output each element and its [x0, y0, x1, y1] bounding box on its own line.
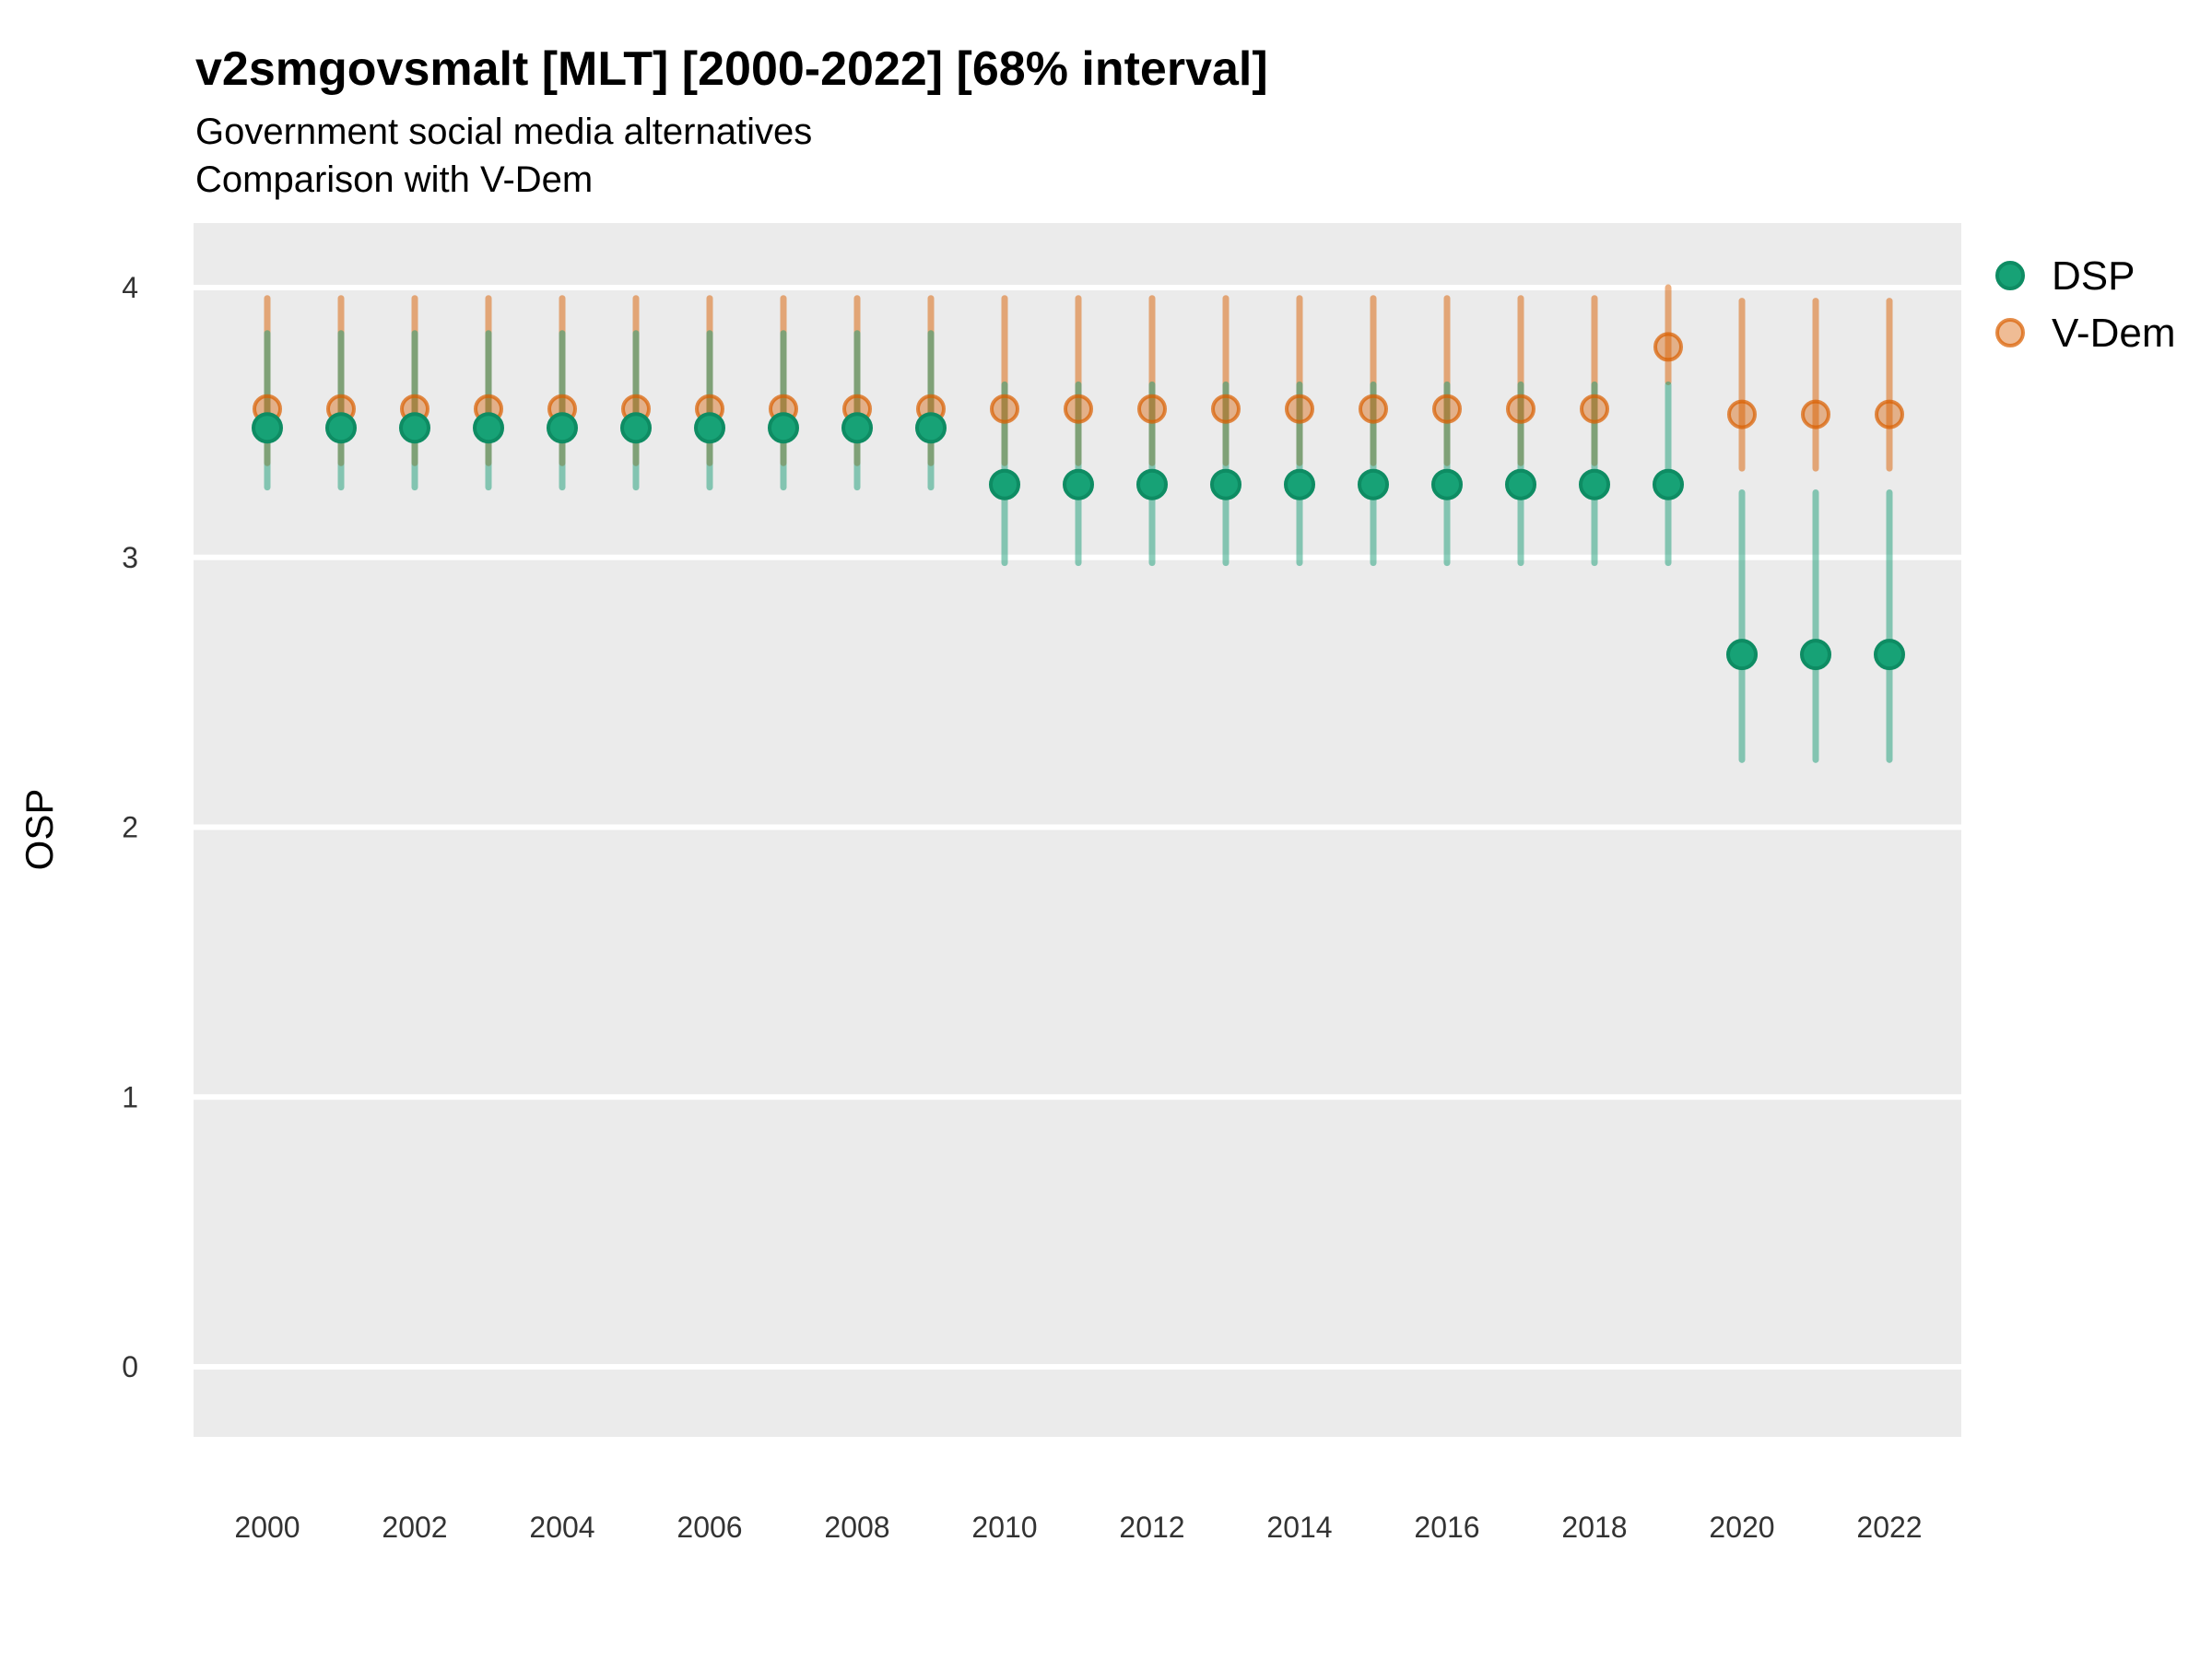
- point-dsp-2012: [1136, 468, 1168, 500]
- point-dsp-2000: [252, 412, 283, 444]
- x-tick-label-2008: 2008: [824, 1511, 889, 1544]
- y-tick-label-1: 1: [122, 1080, 138, 1113]
- point-dsp-2019: [1653, 468, 1684, 500]
- x-tick-label-2004: 2004: [529, 1511, 594, 1544]
- point-dsp-2017: [1505, 468, 1536, 500]
- point-dsp-2015: [1358, 468, 1389, 500]
- point-dsp-2020: [1726, 639, 1758, 671]
- point-vdem-2011: [1064, 394, 1093, 424]
- point-dsp-2013: [1210, 468, 1241, 500]
- y-tick-label-4: 4: [122, 271, 138, 304]
- x-tick-label-2014: 2014: [1266, 1511, 1332, 1544]
- point-dsp-2022: [1874, 639, 1905, 671]
- point-dsp-2002: [399, 412, 430, 444]
- plot-layers: 0 1 2 3 4 2000 2002 2004 2006 2008 2010 2012 2014 201…: [122, 271, 1961, 1544]
- legend-dsp-label: DSP: [2052, 253, 2135, 299]
- point-vdem-2018: [1580, 394, 1609, 424]
- x-tick-label-2016: 2016: [1414, 1511, 1479, 1544]
- point-dsp-2004: [547, 412, 578, 444]
- x-tick-label-2018: 2018: [1561, 1511, 1627, 1544]
- chart-subtitle-line1: Government social media alternatives: [195, 112, 812, 152]
- chart-title: v2smgovsmalt [MLT] [2000-2022] [68% inte…: [195, 42, 1268, 96]
- legend-dsp-icon: [1995, 261, 2025, 290]
- x-tick-label-2022: 2022: [1856, 1511, 1922, 1544]
- point-dsp-2001: [325, 412, 357, 444]
- point-vdem-2017: [1506, 394, 1535, 424]
- x-tick-label-2006: 2006: [677, 1511, 742, 1544]
- x-tick-label-2012: 2012: [1119, 1511, 1184, 1544]
- chart-subtitle-line2: Comparison with V-Dem: [195, 159, 593, 200]
- point-vdem-2010: [990, 394, 1019, 424]
- point-dsp-2010: [989, 468, 1020, 500]
- point-vdem-2021: [1801, 399, 1830, 429]
- x-tick-label-2000: 2000: [234, 1511, 300, 1544]
- point-dsp-2016: [1431, 468, 1463, 500]
- point-vdem-2013: [1211, 394, 1241, 424]
- point-dsp-2006: [694, 412, 725, 444]
- legend: DSP V-Dem: [1995, 253, 2175, 356]
- point-vdem-2020: [1727, 399, 1757, 429]
- point-vdem-2015: [1359, 394, 1388, 424]
- point-dsp-2007: [768, 412, 799, 444]
- point-dsp-2018: [1579, 468, 1610, 500]
- x-tick-label-2002: 2002: [382, 1511, 447, 1544]
- y-tick-label-2: 2: [122, 811, 138, 844]
- point-vdem-2014: [1285, 394, 1314, 424]
- point-dsp-2008: [841, 412, 873, 444]
- point-dsp-2009: [915, 412, 947, 444]
- point-dsp-2003: [473, 412, 504, 444]
- x-tick-label-2010: 2010: [971, 1511, 1037, 1544]
- point-dsp-2011: [1063, 468, 1094, 500]
- legend-vdem-icon: [1995, 318, 2025, 347]
- x-tick-label-2020: 2020: [1709, 1511, 1774, 1544]
- point-vdem-2019: [1653, 332, 1683, 362]
- point-vdem-2016: [1432, 394, 1462, 424]
- y-tick-label-0: 0: [122, 1350, 138, 1383]
- point-vdem-2012: [1137, 394, 1167, 424]
- legend-vdem-label: V-Dem: [2052, 311, 2175, 356]
- y-axis-title: OSP: [18, 789, 61, 871]
- point-dsp-2014: [1284, 468, 1315, 500]
- y-tick-label-3: 3: [122, 541, 138, 574]
- point-dsp-2021: [1800, 639, 1831, 671]
- point-vdem-2022: [1875, 399, 1904, 429]
- point-dsp-2005: [620, 412, 652, 444]
